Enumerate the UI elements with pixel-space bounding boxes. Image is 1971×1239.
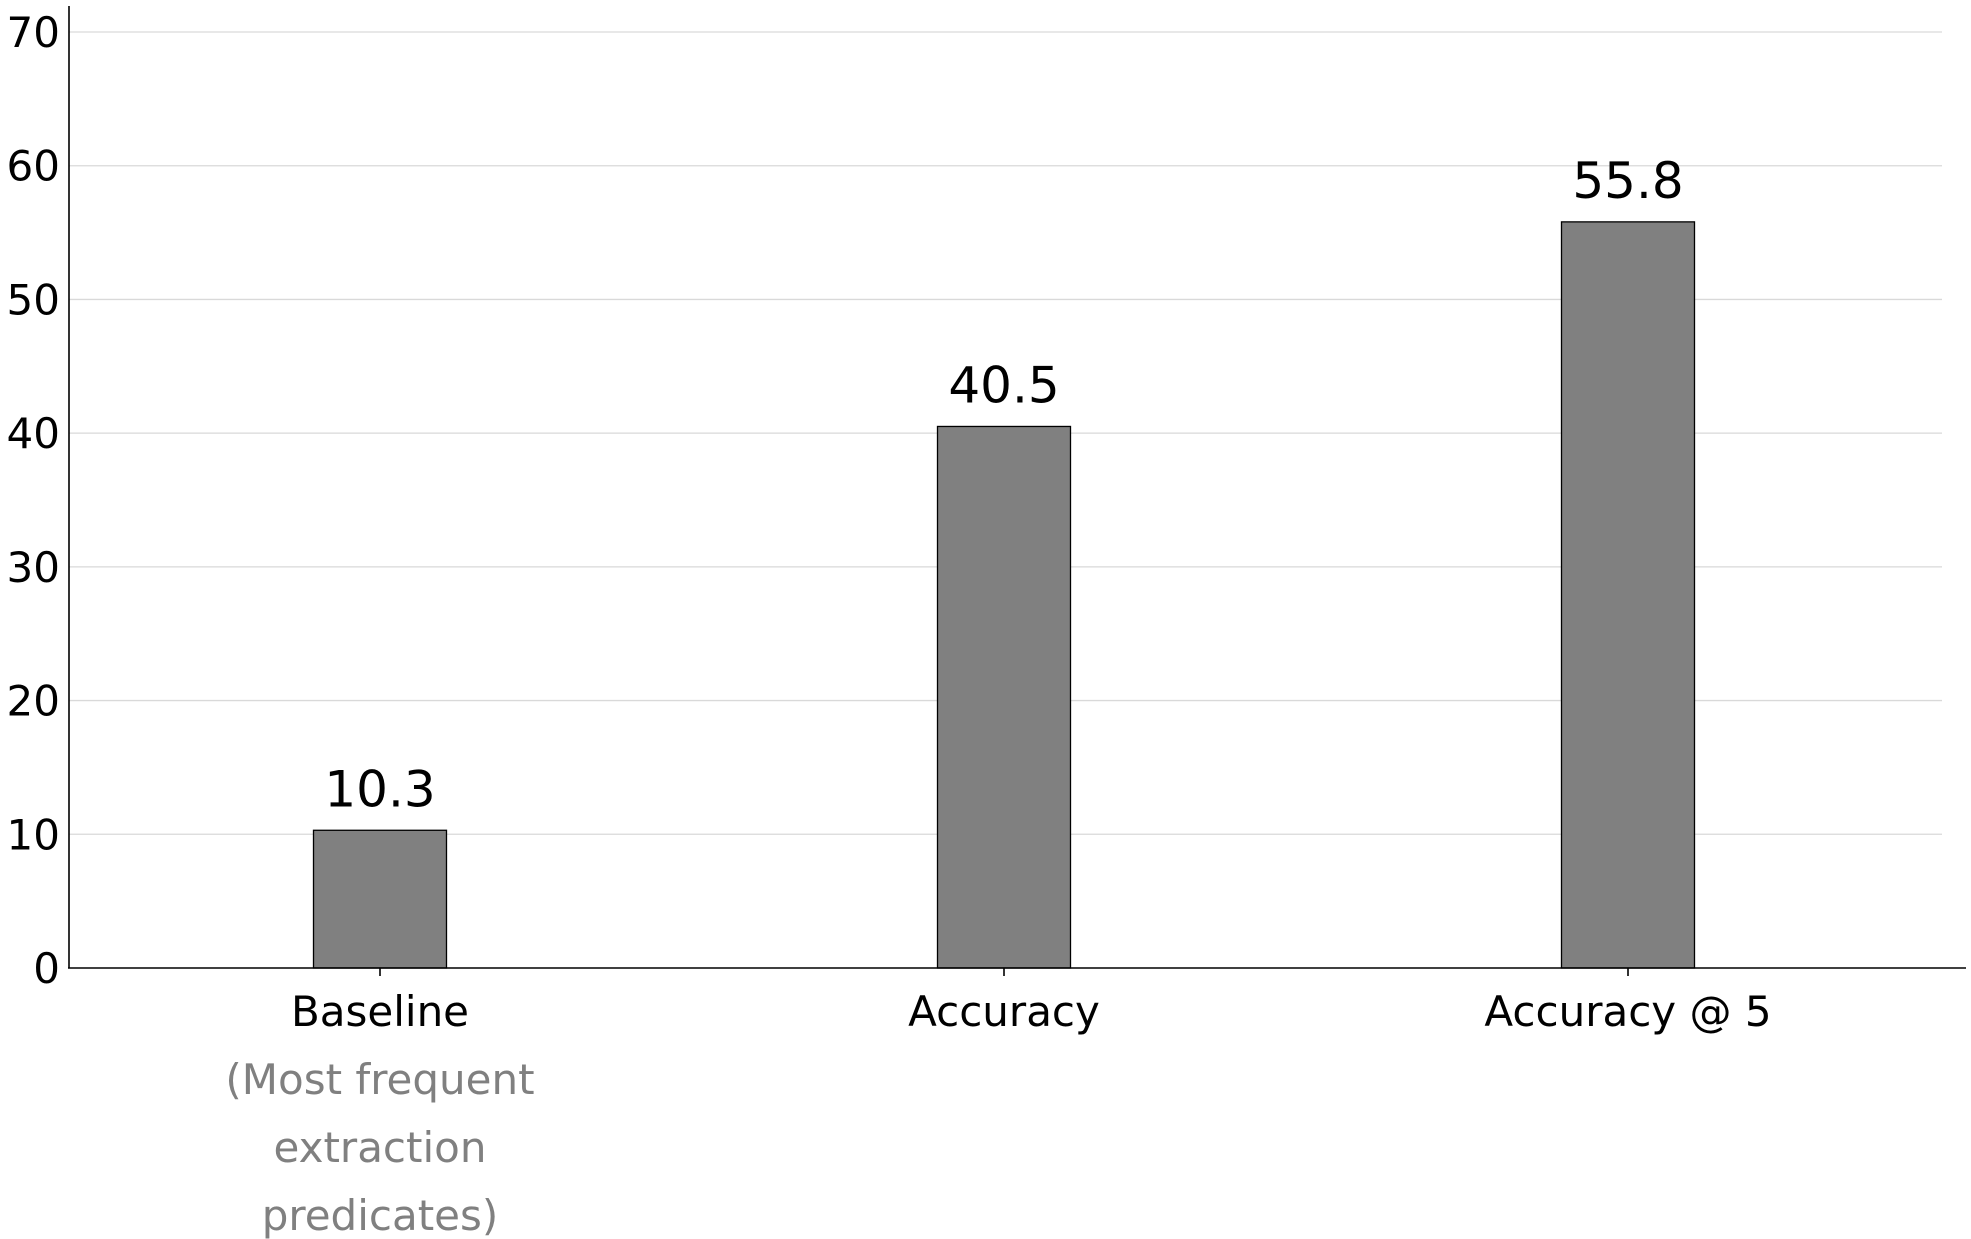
x-tick-sublabel: extraction [274,1123,487,1172]
bar-baseline [312,829,448,969]
x-tick-label: Baseline [291,987,469,1036]
y-tick-label: 0 [33,944,60,993]
y-tick-label: 60 [7,142,60,191]
y-tick-label: 20 [7,677,60,726]
data-labels: 10.3 40.5 55.8 [324,152,1683,818]
x-axis-ticks: Baseline (Most frequent extraction predicat… [225,968,1772,1239]
y-tick-label: 70 [7,8,60,57]
x-tick-label: Accuracy @ 5 [1484,987,1771,1036]
y-axis-ticks: 0 10 20 30 40 50 60 70 [7,8,60,993]
bars [312,221,1696,969]
y-tick-label: 10 [7,810,60,859]
data-label: 55.8 [1572,152,1683,210]
y-tick-label: 30 [7,543,60,592]
y-tick-label: 40 [7,409,60,458]
x-tick-sublabel: predicates) [262,1191,499,1239]
axes [68,6,1966,969]
x-tick-label: Accuracy [908,987,1100,1036]
x-tick-sublabel: (Most frequent [225,1055,534,1104]
data-label: 40.5 [948,356,1059,414]
bar-accuracy [936,425,1072,969]
bar-accuracy-5 [1560,221,1696,969]
data-label: 10.3 [324,760,435,818]
y-tick-label: 50 [7,275,60,324]
